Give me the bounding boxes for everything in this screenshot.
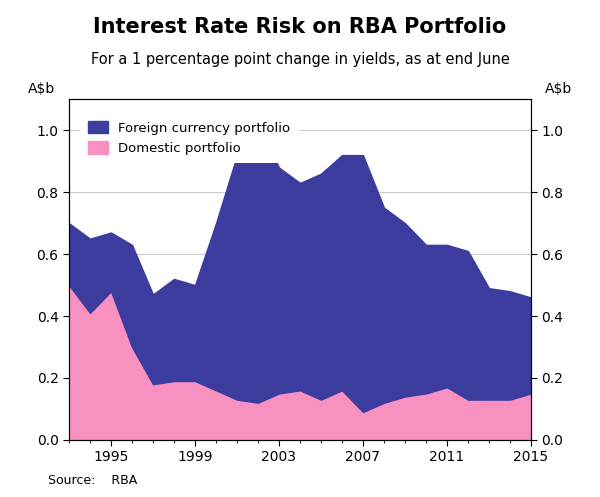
Text: A$b: A$b [28,82,55,96]
Legend: Foreign currency portfolio, Domestic portfolio: Foreign currency portfolio, Domestic por… [80,113,299,163]
Text: A$b: A$b [545,82,572,96]
Text: Interest Rate Risk on RBA Portfolio: Interest Rate Risk on RBA Portfolio [94,17,506,37]
Text: Source:    RBA: Source: RBA [48,474,137,487]
Text: For a 1 percentage point change in yields, as at end June: For a 1 percentage point change in yield… [91,52,509,67]
